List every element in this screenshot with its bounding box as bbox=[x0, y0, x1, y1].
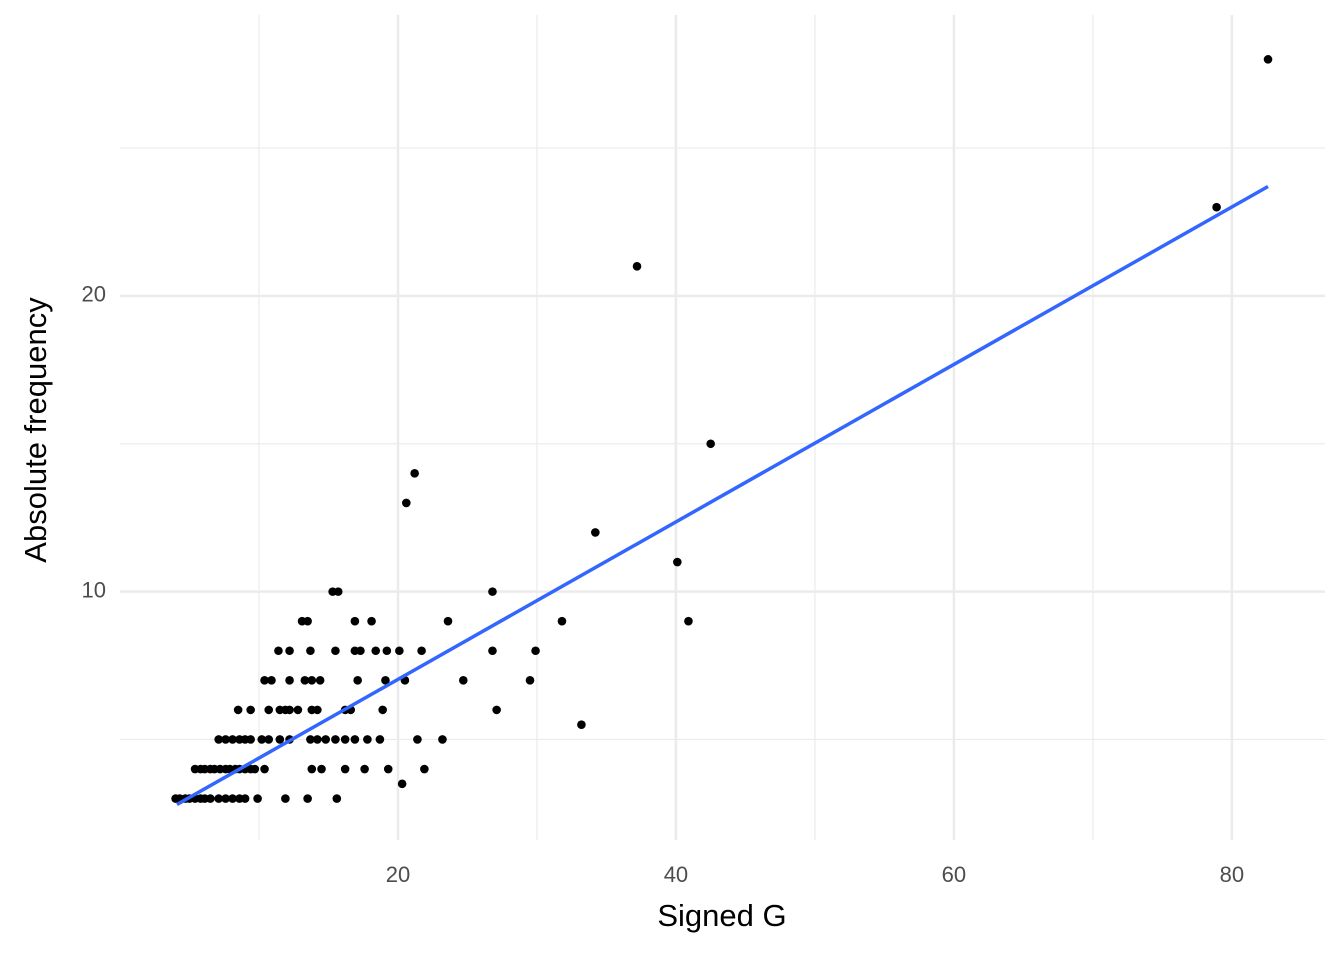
point bbox=[673, 557, 682, 567]
point bbox=[228, 794, 237, 803]
point bbox=[315, 676, 325, 685]
point bbox=[221, 794, 230, 803]
x-tick-label: 80 bbox=[1220, 862, 1244, 887]
point bbox=[221, 735, 230, 744]
point bbox=[397, 779, 407, 789]
point bbox=[1212, 202, 1221, 212]
point bbox=[410, 469, 419, 478]
point bbox=[363, 735, 372, 744]
point bbox=[285, 646, 294, 656]
fit-line bbox=[176, 184, 1269, 807]
point bbox=[378, 705, 387, 715]
point bbox=[285, 705, 294, 715]
point bbox=[214, 735, 223, 744]
x-tick-label: 60 bbox=[942, 862, 966, 887]
point bbox=[281, 794, 290, 803]
point bbox=[317, 764, 326, 774]
point bbox=[313, 705, 322, 715]
point bbox=[306, 735, 315, 744]
point bbox=[274, 646, 283, 656]
point bbox=[381, 676, 390, 685]
point bbox=[306, 646, 315, 656]
point bbox=[353, 676, 362, 685]
point bbox=[333, 587, 343, 596]
point bbox=[303, 794, 312, 803]
point bbox=[260, 676, 269, 685]
point bbox=[206, 794, 215, 803]
point bbox=[488, 646, 497, 656]
point bbox=[356, 646, 365, 656]
point bbox=[402, 498, 411, 508]
point bbox=[492, 705, 501, 715]
point bbox=[443, 616, 453, 626]
point bbox=[307, 676, 317, 685]
point bbox=[371, 646, 381, 656]
point bbox=[332, 794, 342, 803]
point bbox=[267, 676, 276, 685]
y-axis-title: Absolute frequency bbox=[18, 297, 53, 563]
point bbox=[488, 587, 497, 596]
y-tick-label: 20 bbox=[82, 282, 106, 307]
point bbox=[264, 735, 274, 744]
point bbox=[331, 735, 340, 744]
point bbox=[684, 616, 693, 626]
point bbox=[577, 720, 586, 729]
point bbox=[246, 705, 255, 715]
point bbox=[706, 439, 715, 449]
point bbox=[331, 646, 340, 656]
point bbox=[293, 705, 303, 715]
point bbox=[591, 528, 600, 537]
point bbox=[350, 735, 360, 744]
point bbox=[340, 764, 350, 774]
point bbox=[360, 764, 369, 774]
point bbox=[417, 646, 426, 656]
point bbox=[340, 735, 350, 744]
point bbox=[458, 676, 468, 685]
point bbox=[313, 735, 322, 744]
point bbox=[382, 646, 392, 656]
point bbox=[420, 764, 429, 774]
point bbox=[557, 616, 567, 626]
x-axis-title: Signed G bbox=[657, 898, 786, 933]
point bbox=[303, 616, 312, 626]
point bbox=[413, 735, 422, 744]
point bbox=[257, 735, 267, 744]
x-tick-label: 20 bbox=[386, 862, 410, 887]
point bbox=[246, 735, 255, 744]
point bbox=[1263, 55, 1273, 64]
point bbox=[321, 735, 330, 744]
point bbox=[395, 646, 404, 656]
point bbox=[250, 764, 260, 774]
point bbox=[350, 616, 360, 626]
y-tick-label: 10 bbox=[82, 577, 106, 602]
point bbox=[253, 794, 262, 803]
point bbox=[367, 616, 376, 626]
point bbox=[383, 764, 393, 774]
point bbox=[275, 735, 285, 744]
point bbox=[228, 735, 237, 744]
point bbox=[233, 705, 243, 715]
point bbox=[531, 646, 540, 656]
point bbox=[438, 735, 447, 744]
point bbox=[260, 764, 269, 774]
point bbox=[375, 735, 385, 744]
x-tick-label: 40 bbox=[664, 862, 688, 887]
point bbox=[307, 764, 317, 774]
point bbox=[240, 794, 250, 803]
point bbox=[525, 676, 535, 685]
point bbox=[214, 794, 223, 803]
point bbox=[264, 705, 274, 715]
point bbox=[300, 676, 310, 685]
point bbox=[632, 262, 642, 271]
point bbox=[285, 676, 294, 685]
